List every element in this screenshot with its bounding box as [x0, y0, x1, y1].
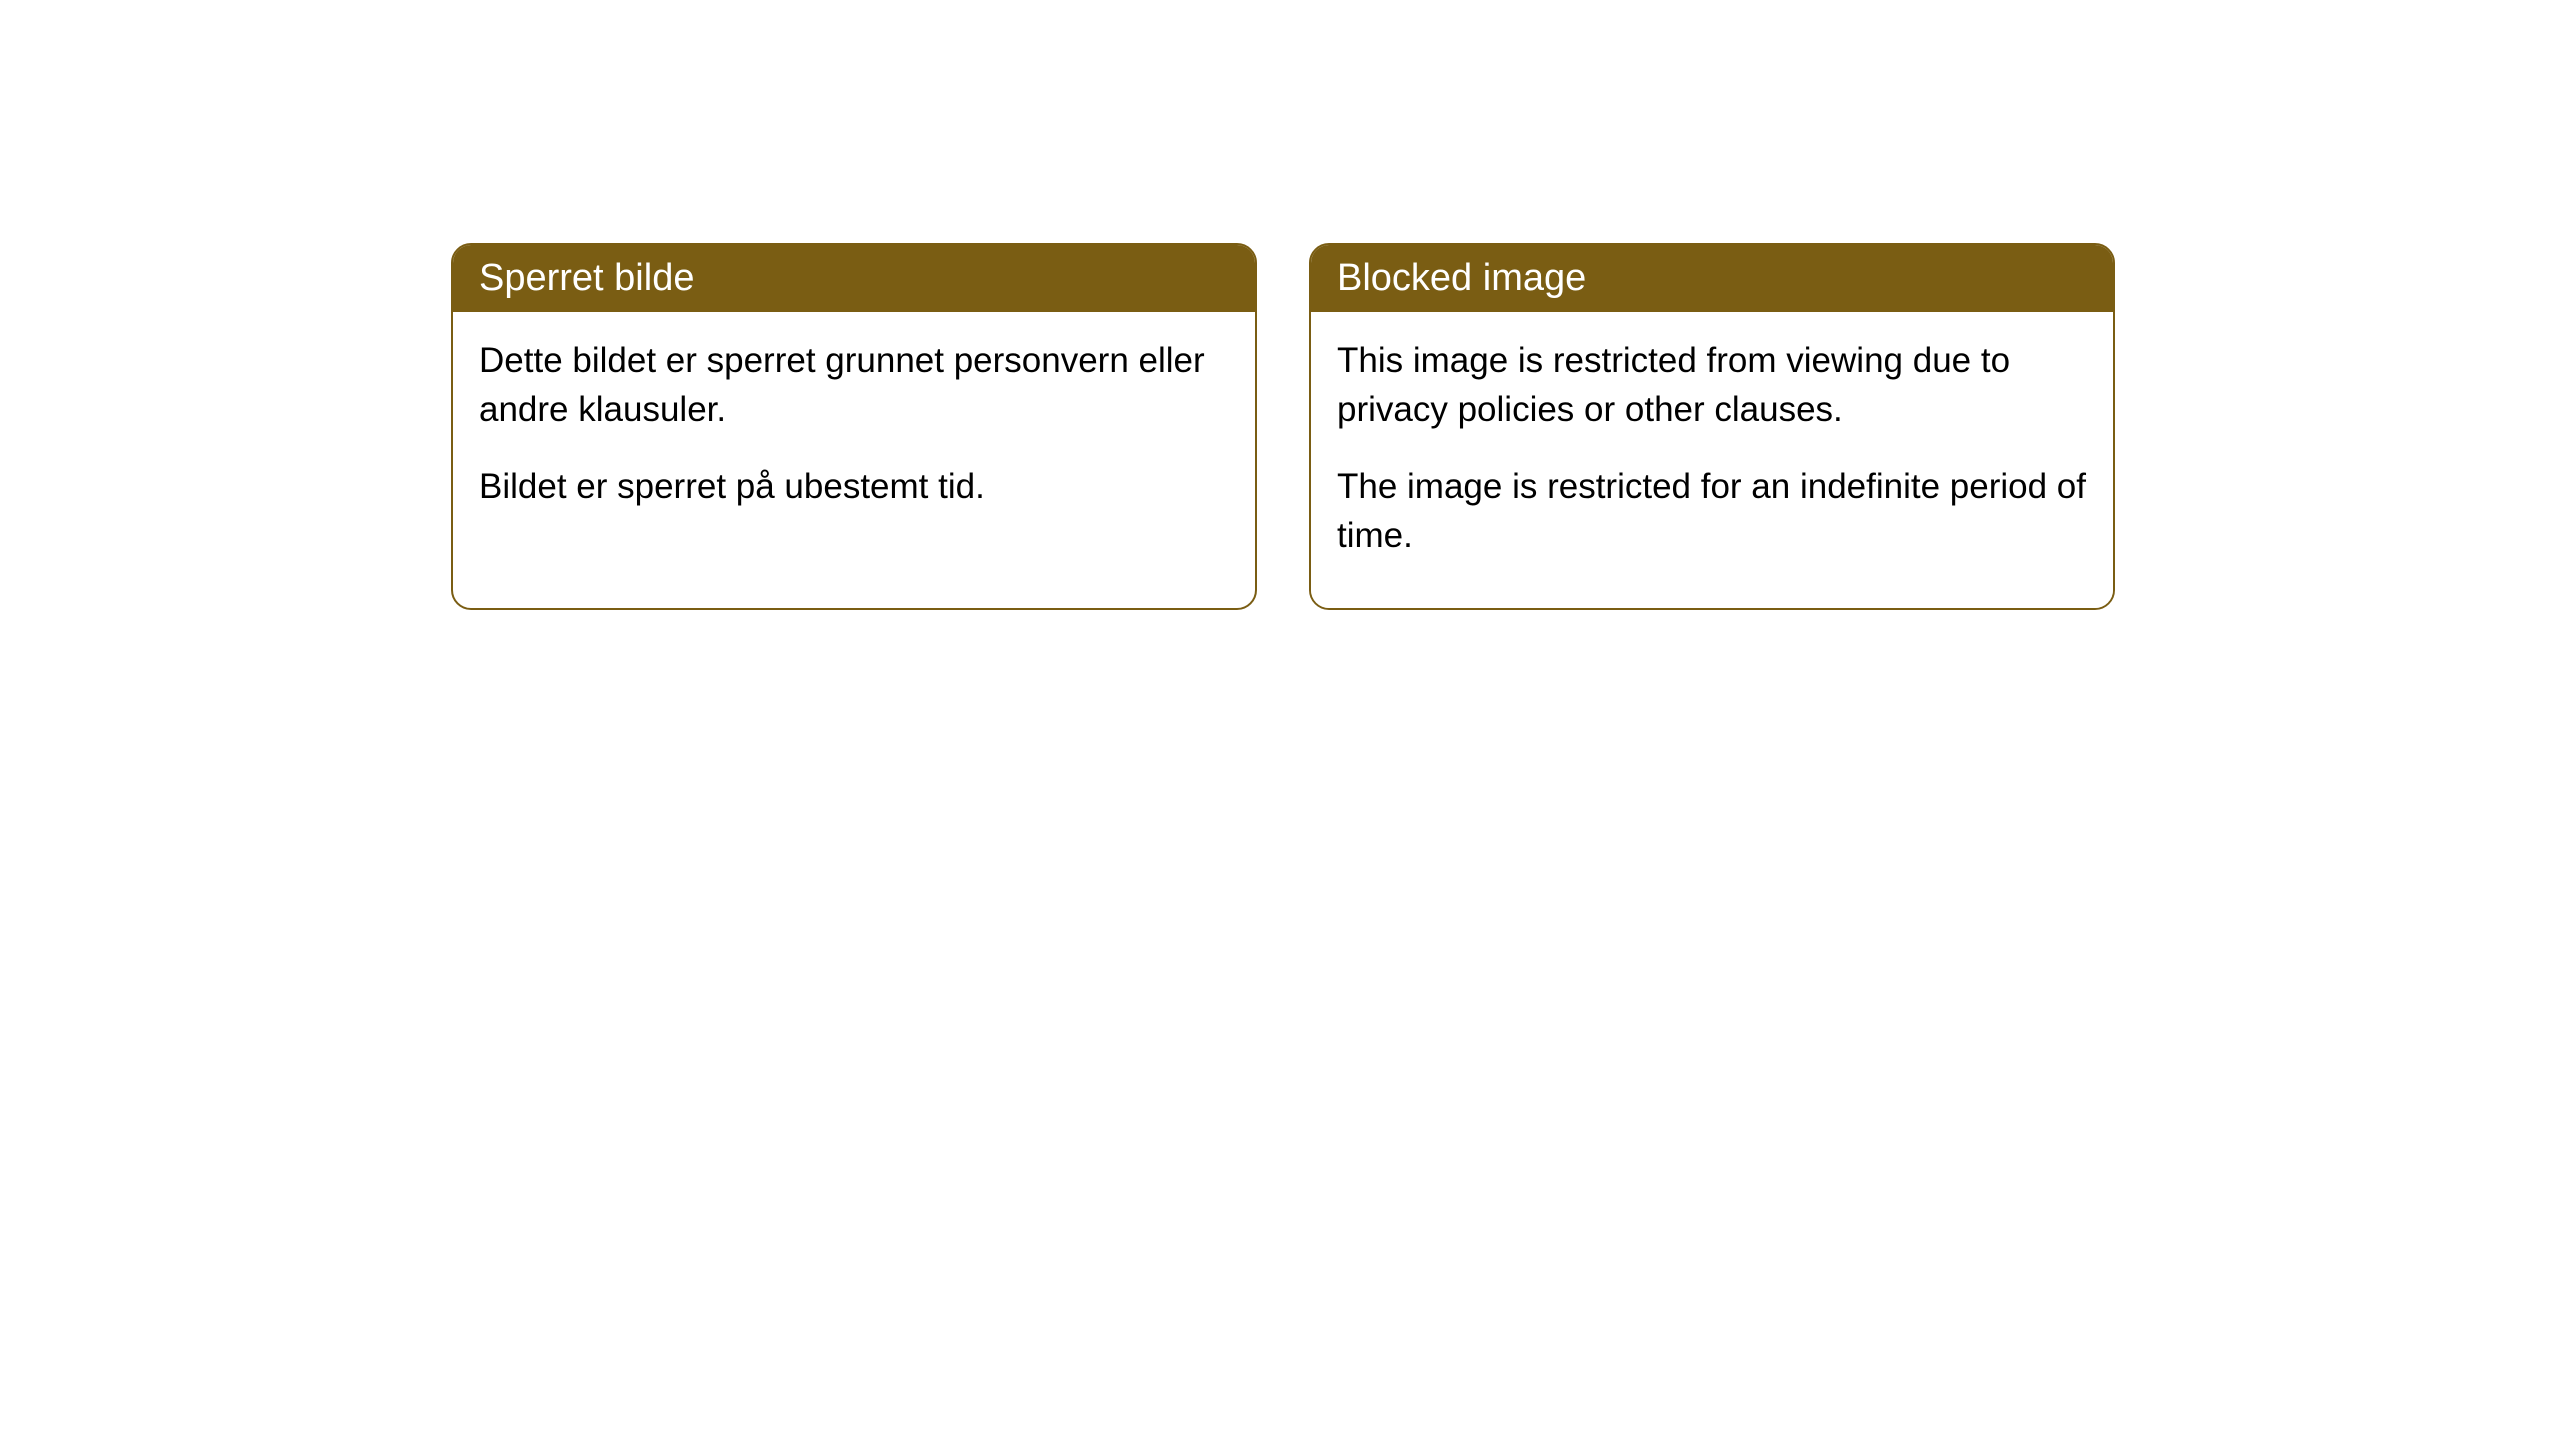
card-title: Sperret bilde: [479, 257, 694, 299]
card-text-line: This image is restricted from viewing du…: [1337, 336, 2087, 434]
card-text-line: Dette bildet er sperret grunnet personve…: [479, 336, 1229, 434]
notice-card-norwegian: Sperret bilde Dette bildet er sperret gr…: [451, 243, 1257, 610]
card-text-line: Bildet er sperret på ubestemt tid.: [479, 462, 1229, 511]
card-header: Blocked image: [1311, 245, 2113, 312]
notice-card-english: Blocked image This image is restricted f…: [1309, 243, 2115, 610]
card-header: Sperret bilde: [453, 245, 1255, 312]
card-body: This image is restricted from viewing du…: [1311, 312, 2113, 608]
card-text-line: The image is restricted for an indefinit…: [1337, 462, 2087, 560]
card-title: Blocked image: [1337, 257, 1586, 299]
notice-container: Sperret bilde Dette bildet er sperret gr…: [0, 0, 2560, 610]
card-body: Dette bildet er sperret grunnet personve…: [453, 312, 1255, 559]
